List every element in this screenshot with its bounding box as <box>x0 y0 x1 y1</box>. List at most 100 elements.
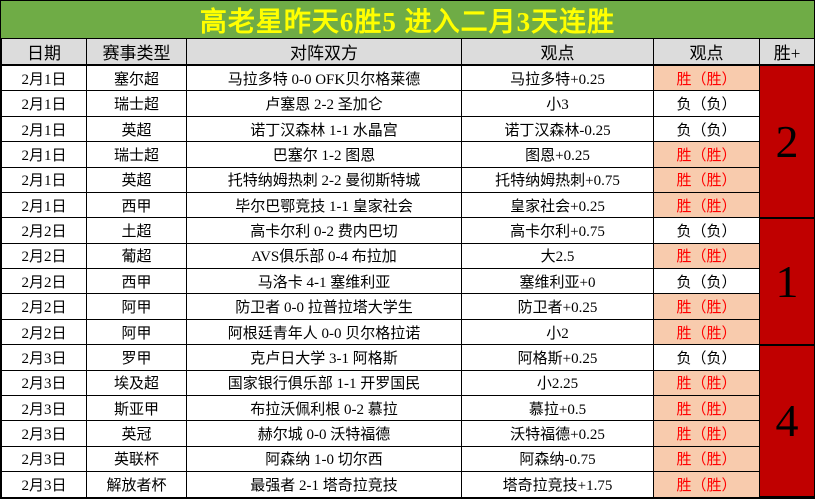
match-cell: 阿森纳 1-0 切尔西 <box>186 445 462 473</box>
result-cell: 负（负） <box>653 268 760 295</box>
date-cell: 2月3日 <box>1 471 87 498</box>
header-pick: 观点 <box>461 38 654 66</box>
result-cell: 胜（胜） <box>653 471 760 498</box>
league-cell: 西甲 <box>86 268 187 295</box>
match-cell: 马洛卡 4-1 塞维利亚 <box>186 268 462 295</box>
league-cell: 瑞士超 <box>86 141 187 168</box>
table-row: 2月1日 瑞士超 巴塞尔 1-2 图恩 图恩+0.25 胜（胜） <box>1 141 815 168</box>
pick-cell: 托特纳姆热刺+0.75 <box>461 166 654 193</box>
table-row: 2月1日 西甲 毕尔巴鄂竞技 1-1 皇家社会 皇家社会+0.25 胜（胜） <box>1 191 815 219</box>
match-cell: 高卡尔利 0-2 费内巴切 <box>186 217 462 244</box>
result-cell: 胜（胜） <box>653 64 760 92</box>
header-result: 观点 <box>653 38 760 66</box>
result-cell: 胜（胜） <box>653 191 760 219</box>
pick-cell: 阿格斯+0.25 <box>461 344 654 371</box>
match-cell: 最强者 2-1 塔奇拉竞技 <box>186 471 462 498</box>
win-count-cell: 1 <box>759 216 814 346</box>
date-cell: 2月1日 <box>1 166 87 193</box>
table-row: 2月1日 英超 托特纳姆热刺 2-2 曼彻斯特城 托特纳姆热刺+0.75 胜（胜） <box>1 166 815 193</box>
date-cell: 2月1日 <box>1 64 87 92</box>
pick-cell: 图恩+0.25 <box>461 141 654 168</box>
match-cell: 毕尔巴鄂竞技 1-1 皇家社会 <box>186 191 462 219</box>
league-cell: 英冠 <box>86 420 187 447</box>
league-cell: 土超 <box>86 217 187 244</box>
date-cell: 2月3日 <box>1 344 87 371</box>
result-cell: 胜（胜） <box>653 445 760 473</box>
result-cell: 胜（胜） <box>653 394 760 422</box>
match-cell: 诺丁汉森林 1-1 水晶宫 <box>186 115 462 143</box>
pick-cell: 塔奇拉竞技+1.75 <box>461 471 654 498</box>
result-cell: 胜（胜） <box>653 293 760 320</box>
match-cell: 防卫者 0-0 拉普拉塔大学生 <box>186 293 462 320</box>
win-count-cell: 4 <box>759 343 814 498</box>
match-table-body: 2月1日 塞尔超 马拉多特 0-0 OFK贝尔格莱德 马拉多特+0.25 胜（胜） 2 2月… <box>1 64 815 498</box>
pick-cell: 小3 <box>461 90 654 117</box>
table-row: 2月2日 葡超 AVS俱乐部 0-4 布拉加 大2.5 胜（胜） <box>1 242 815 270</box>
table-row: 2月1日 英超 诺丁汉森林 1-1 水晶宫 诺丁汉森林-0.25 负（负） <box>1 115 815 143</box>
date-cell: 2月2日 <box>1 318 87 346</box>
table-row: 2月2日 土超 高卡尔利 0-2 费内巴切 高卡尔利+0.75 负（负） 1 <box>1 216 814 346</box>
match-table: 日期 赛事类型 对阵双方 观点 观点 胜+ 2月1日 塞尔超 马拉多特 0-0 OF… <box>1 38 815 498</box>
date-cell: 2月1日 <box>1 115 87 143</box>
league-cell: 阿甲 <box>86 318 187 346</box>
date-cell: 2月2日 <box>1 217 87 244</box>
pick-cell: 诺丁汉森林-0.25 <box>461 115 654 143</box>
pick-cell: 大2.5 <box>461 242 654 270</box>
date-cell: 2月2日 <box>1 293 87 320</box>
date-cell: 2月1日 <box>1 191 87 219</box>
league-cell: 埃及超 <box>86 369 187 396</box>
result-cell: 负（负） <box>653 90 760 117</box>
page-title: 高老星昨天6胜5 进入二月3天连胜 <box>1 1 814 38</box>
match-cell: 布拉沃佩利根 0-2 慕拉 <box>186 394 462 422</box>
table-row: 2月2日 阿甲 防卫者 0-0 拉普拉塔大学生 防卫者+0.25 胜（胜） <box>1 293 815 320</box>
league-cell: 瑞士超 <box>86 90 187 117</box>
table-row: 2月1日 塞尔超 马拉多特 0-0 OFK贝尔格莱德 马拉多特+0.25 胜（胜） 2 <box>1 64 814 219</box>
date-cell: 2月1日 <box>1 90 87 117</box>
match-cell: 国家银行俱乐部 1-1 开罗国民 <box>186 369 462 396</box>
table-row: 2月2日 阿甲 阿根廷青年人 0-0 贝尔格拉诺 小2 胜（胜） <box>1 318 815 346</box>
table-row: 2月3日 英冠 赫尔城 0-0 沃特福德 沃特福德+0.25 胜（胜） <box>1 420 815 447</box>
pick-cell: 皇家社会+0.25 <box>461 191 654 219</box>
header-league: 赛事类型 <box>86 38 187 66</box>
league-cell: 英联杯 <box>86 445 187 473</box>
match-cell: 赫尔城 0-0 沃特福德 <box>186 420 462 447</box>
league-cell: 西甲 <box>86 191 187 219</box>
pick-cell: 防卫者+0.25 <box>461 293 654 320</box>
header-win-count: 胜+ <box>759 38 814 66</box>
date-cell: 2月2日 <box>1 268 87 295</box>
date-cell: 2月3日 <box>1 394 87 422</box>
table-row: 2月1日 瑞士超 卢塞恩 2-2 圣加仑 小3 负（负） <box>1 90 815 117</box>
result-cell: 胜（胜） <box>653 369 760 396</box>
table-row: 2月3日 解放者杯 最强者 2-1 塔奇拉竞技 塔奇拉竞技+1.75 胜（胜） <box>1 471 815 498</box>
match-cell: 马拉多特 0-0 OFK贝尔格莱德 <box>186 64 462 92</box>
pick-cell: 塞维利亚+0 <box>461 268 654 295</box>
result-cell: 负（负） <box>653 344 760 371</box>
match-cell: 卢塞恩 2-2 圣加仑 <box>186 90 462 117</box>
table-row: 2月2日 西甲 马洛卡 4-1 塞维利亚 塞维利亚+0 负（负） <box>1 268 815 295</box>
result-cell: 胜（胜） <box>653 420 760 447</box>
pick-cell: 小2.25 <box>461 369 654 396</box>
match-cell: 托特纳姆热刺 2-2 曼彻斯特城 <box>186 166 462 193</box>
table-row: 2月3日 埃及超 国家银行俱乐部 1-1 开罗国民 小2.25 胜（胜） <box>1 369 815 396</box>
header-date: 日期 <box>1 38 87 66</box>
match-cell: 克卢日大学 3-1 阿格斯 <box>186 344 462 371</box>
table-row: 2月3日 英联杯 阿森纳 1-0 切尔西 阿森纳-0.75 胜（胜） <box>1 445 815 473</box>
result-cell: 胜（胜） <box>653 166 760 193</box>
date-cell: 2月3日 <box>1 420 87 447</box>
pick-cell: 高卡尔利+0.75 <box>461 217 654 244</box>
date-cell: 2月2日 <box>1 242 87 270</box>
result-cell: 负（负） <box>653 217 760 244</box>
league-cell: 英超 <box>86 115 187 143</box>
result-cell: 负（负） <box>653 115 760 143</box>
match-cell: 巴塞尔 1-2 图恩 <box>186 141 462 168</box>
table-row: 2月3日 斯亚甲 布拉沃佩利根 0-2 慕拉 慕拉+0.5 胜（胜） <box>1 394 815 422</box>
league-cell: 葡超 <box>86 242 187 270</box>
match-cell: 阿根廷青年人 0-0 贝尔格拉诺 <box>186 318 462 346</box>
league-cell: 解放者杯 <box>86 471 187 498</box>
pick-cell: 马拉多特+0.25 <box>461 64 654 92</box>
date-cell: 2月1日 <box>1 141 87 168</box>
date-cell: 2月3日 <box>1 369 87 396</box>
table-header: 日期 赛事类型 对阵双方 观点 观点 胜+ <box>1 38 814 66</box>
pick-cell: 慕拉+0.5 <box>461 394 654 422</box>
